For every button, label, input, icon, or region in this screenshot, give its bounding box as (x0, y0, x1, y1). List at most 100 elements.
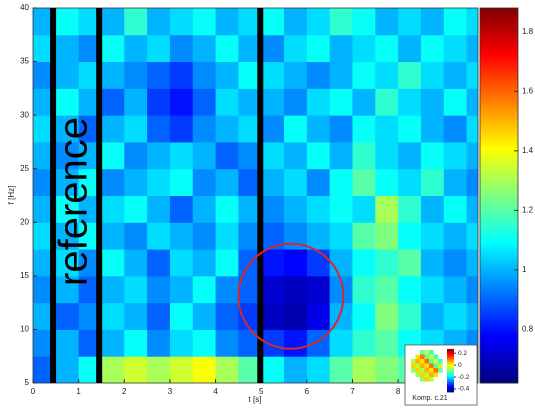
heatmap-cell (443, 8, 468, 36)
x-tick-label: 2 (122, 387, 127, 396)
colorbar-swatch (480, 303, 518, 306)
colorbar-swatch (480, 65, 518, 69)
colorbar-swatch (480, 73, 518, 76)
heatmap-cell (78, 88, 102, 116)
heatmap-cell (101, 61, 125, 89)
heatmap-cell (147, 115, 171, 143)
heatmap-cell (55, 302, 80, 330)
topo-cell (415, 354, 421, 360)
heatmap-cell (420, 275, 445, 304)
heatmap-cell (466, 115, 478, 143)
heatmap-cell (78, 34, 102, 63)
heatmap-cell (375, 356, 399, 383)
heatmap-cell (375, 115, 399, 143)
heatmap-cell (78, 168, 102, 196)
heatmap-cell (306, 302, 331, 330)
topo-cell (438, 368, 443, 373)
colorbar-swatch (480, 190, 518, 194)
colorbar-swatch (480, 100, 518, 104)
topo-cell (429, 368, 434, 373)
heatmap-cell (420, 61, 445, 89)
heatmap-cell (124, 141, 148, 170)
colorbar-swatch (480, 258, 518, 261)
colorbar-swatch (480, 80, 518, 84)
colorbar-swatch (480, 358, 518, 361)
heatmap-cell (466, 195, 478, 223)
heatmap-cell (329, 8, 353, 36)
heatmap-cell (169, 8, 194, 36)
heatmap-cell (169, 34, 194, 63)
heatmap-cell (192, 195, 217, 223)
heatmap-cell (55, 8, 80, 36)
colorbar-swatch (480, 350, 518, 354)
y-axis-label: f [Hz] (7, 186, 16, 205)
heatmap-cell (101, 115, 125, 143)
topo-cell (429, 372, 434, 378)
colorbar-swatch (480, 45, 518, 49)
heatmap-cell (420, 195, 445, 223)
heatmap-cell (398, 88, 422, 116)
heatmap-cell (215, 34, 239, 63)
colorbar-swatch (480, 158, 518, 161)
colorbar-swatch (480, 235, 518, 239)
colorbar-swatch (480, 130, 518, 134)
colorbar-swatch (480, 308, 518, 311)
heatmap-cell (215, 249, 239, 277)
topo-cell (420, 372, 425, 378)
plot-frame (32, 7, 479, 384)
colorbar-swatch (480, 270, 518, 274)
inset-colorbar-swatch (447, 379, 454, 381)
colorbar-swatch (480, 295, 518, 299)
heatmap-cell (375, 34, 399, 63)
heatmap-cell (284, 329, 308, 357)
heatmap-cell (78, 61, 102, 89)
heatmap-cell (420, 249, 445, 277)
heatmap-cell (284, 34, 308, 63)
heatmap-cell (101, 222, 125, 250)
y-tick-label: 15 (20, 271, 29, 280)
colorbar-swatch (480, 85, 518, 89)
heatmap-cell (215, 61, 239, 89)
heatmap-cell (329, 275, 353, 304)
heatmap-cell (375, 275, 399, 304)
topo-cell (433, 354, 439, 360)
heatmap-cell (261, 222, 285, 250)
colorbar-swatch (480, 375, 518, 379)
heatmap-cell (284, 115, 308, 143)
colorbar-swatch (480, 225, 518, 229)
colorbar-swatch (480, 213, 518, 216)
colorbar-swatch (480, 200, 518, 204)
colorbar-swatch (480, 23, 518, 26)
colorbar-swatch (480, 363, 518, 366)
colorbar-swatch (480, 285, 518, 289)
heatmap-cell (284, 168, 308, 196)
heatmap-cell (375, 195, 399, 223)
colorbar-swatch (480, 50, 518, 54)
inset-colorbar-swatch (447, 383, 454, 386)
topo-cell (438, 359, 443, 364)
x-tick-label: 7 (350, 387, 355, 396)
colorbar-swatch (480, 210, 518, 214)
heatmap-cell (375, 222, 399, 250)
colorbar-swatch (480, 185, 518, 189)
colorbar-swatch (480, 75, 518, 79)
topo-cell (424, 363, 430, 369)
y-tick-label: 30 (20, 110, 29, 119)
heatmap-cell (420, 222, 445, 250)
heatmap-cell (78, 275, 102, 304)
heatmap-cell (124, 168, 148, 196)
inset-colorbar-swatch (447, 370, 454, 373)
heatmap-cell (169, 168, 194, 196)
heatmap-cell (352, 88, 376, 116)
heatmap-cell (215, 356, 239, 383)
colorbar-tick-label: 1.2 (522, 205, 534, 214)
heatmap-cell (101, 34, 125, 63)
inset-colorbar-swatch (447, 357, 454, 360)
heatmap-cell (55, 222, 80, 250)
heatmap-cell (192, 356, 217, 383)
colorbar-swatch (480, 370, 518, 374)
inset-colorbar-swatch (447, 360, 454, 363)
heatmap-cell (169, 195, 194, 223)
heatmap-cell (215, 195, 239, 223)
x-tick-label: 6 (305, 387, 310, 396)
